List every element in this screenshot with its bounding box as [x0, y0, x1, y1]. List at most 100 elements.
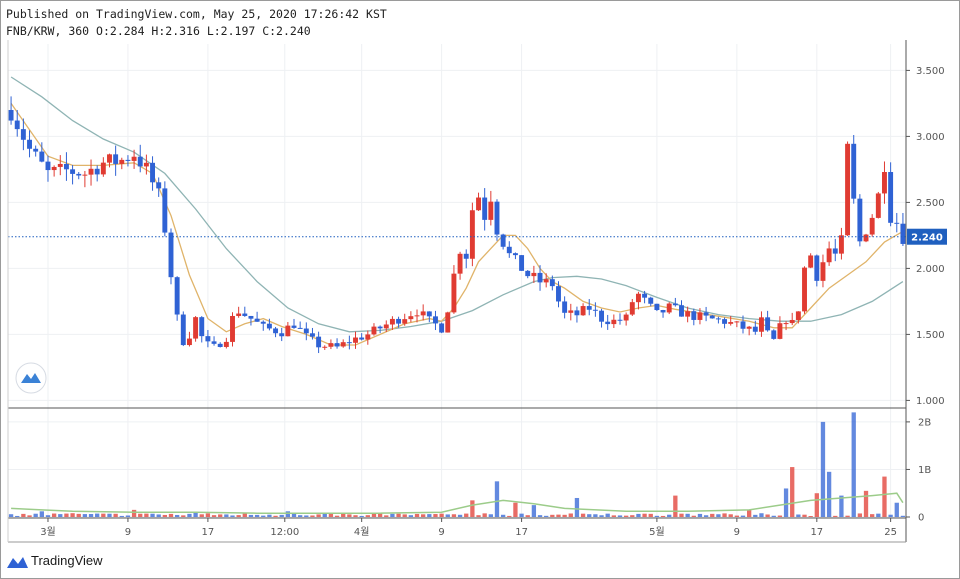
volume-bar — [648, 513, 653, 517]
candle-body — [549, 279, 555, 287]
candle-body — [888, 172, 894, 223]
candle-body — [266, 323, 272, 329]
volume-bar — [33, 513, 38, 517]
volume-bar — [341, 513, 346, 517]
volume-bar — [88, 514, 94, 517]
candle — [131, 149, 137, 169]
price-tick-label: 3.500 — [916, 66, 945, 77]
candle — [266, 318, 272, 331]
candle — [660, 309, 666, 318]
candle — [746, 325, 752, 336]
volume-bar — [230, 515, 235, 517]
tradingview-chart-icon[interactable] — [15, 362, 47, 394]
candle — [783, 321, 789, 331]
candle-body — [826, 248, 832, 263]
volume-bar — [408, 515, 414, 517]
volume-bar — [193, 512, 198, 517]
candle — [328, 339, 334, 350]
candle-body — [340, 342, 346, 347]
volume-bar — [457, 514, 463, 517]
candle-body — [660, 310, 666, 313]
candle-body — [838, 235, 844, 254]
candle — [697, 308, 703, 325]
volume-bar — [242, 513, 247, 517]
volume-bar — [790, 467, 795, 517]
volume-bar — [531, 505, 537, 517]
candle-body — [389, 318, 395, 325]
candle-body — [426, 311, 432, 317]
candle — [685, 306, 691, 323]
candle — [396, 316, 402, 328]
candle — [900, 212, 906, 247]
candle — [488, 190, 494, 226]
slow-moving-average — [10, 76, 904, 333]
candle — [814, 254, 820, 287]
candle — [506, 241, 512, 258]
volume-bar — [488, 514, 493, 517]
candle — [389, 316, 395, 330]
candle — [722, 317, 728, 329]
candle — [180, 311, 186, 347]
volume-bar — [747, 509, 752, 517]
candle-body — [346, 342, 352, 344]
volume-bar — [660, 515, 666, 517]
volume-bar — [439, 513, 444, 517]
candle — [199, 316, 205, 343]
candle — [715, 316, 721, 324]
candle-body — [543, 279, 549, 283]
grid-lines — [8, 44, 906, 518]
candle-body — [162, 188, 168, 233]
candle-body — [186, 338, 192, 346]
candle — [316, 331, 322, 354]
candle-body — [236, 313, 242, 316]
volume-bar — [630, 515, 635, 517]
volume-bar — [82, 514, 88, 517]
candle-body — [599, 310, 605, 322]
candle-body — [273, 328, 279, 334]
candle — [586, 299, 592, 316]
candle — [635, 291, 641, 310]
volume-bar — [851, 412, 856, 517]
candle — [353, 331, 358, 349]
volume-bar — [900, 515, 906, 517]
volume-bar — [334, 515, 340, 517]
volume-bar — [261, 515, 266, 517]
time-tick-label: 17 — [810, 527, 823, 538]
candle — [648, 296, 654, 307]
candle-body — [531, 272, 537, 277]
interval-value: 360 — [68, 24, 90, 38]
volume-bar — [205, 513, 211, 517]
candle — [654, 303, 660, 312]
volume-bar — [753, 514, 758, 517]
candle-body — [795, 311, 801, 320]
candle-body — [20, 129, 26, 140]
time-tick-label: 3월 — [40, 526, 56, 538]
volume-bar — [125, 515, 131, 517]
price-tick-label: 2.500 — [916, 198, 945, 209]
candle-body — [353, 337, 358, 343]
candle — [451, 265, 457, 314]
candle — [752, 320, 758, 335]
axes — [7, 40, 907, 543]
candle — [291, 318, 297, 329]
tv-icon-circle — [15, 362, 47, 394]
candle — [168, 228, 174, 285]
candle-body — [211, 341, 217, 344]
volume-tick-label: 0 — [918, 513, 924, 524]
candle — [838, 227, 844, 260]
candle-body — [586, 306, 592, 310]
candle — [691, 308, 697, 326]
candle-body — [728, 322, 734, 324]
candle-body — [76, 173, 82, 176]
volume-bar — [39, 511, 44, 517]
volume-bar — [156, 514, 161, 517]
candle-body — [506, 246, 512, 254]
candle-body — [125, 159, 131, 161]
candle — [150, 156, 156, 191]
candle — [482, 188, 488, 231]
volume-bar — [636, 513, 641, 517]
candle-body — [359, 337, 365, 340]
candle — [63, 152, 69, 181]
tv-logo-glyph — [7, 557, 28, 568]
